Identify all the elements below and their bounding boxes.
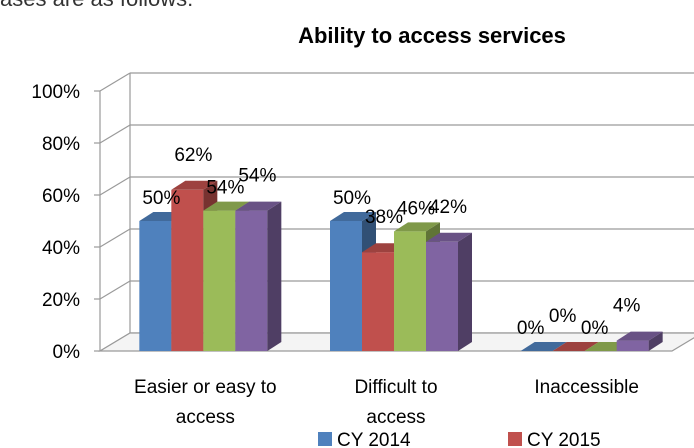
bar [520, 342, 567, 351]
data-label: 46% [397, 198, 435, 219]
data-label: 38% [365, 207, 403, 228]
data-label: 0% [517, 318, 545, 339]
gridline-side [99, 176, 131, 196]
x-tick-label: access [176, 407, 235, 428]
y-tick-label: 20% [42, 290, 80, 311]
chart-labels: 0% 20% 40% 60% 80% 100% 50% 62% 54%54% Easier or … [31, 82, 640, 428]
y-tick-label: 0% [53, 342, 81, 363]
bar [616, 331, 663, 351]
bar [235, 201, 282, 351]
bar-top [203, 201, 250, 211]
x-tick-label: Difficult to [354, 377, 437, 398]
bar-top [552, 342, 599, 351]
y-tick-label: 40% [42, 238, 80, 259]
legend-label: CY 2015 [527, 430, 601, 448]
bar-front [426, 241, 458, 351]
bar-front [362, 252, 394, 351]
bar-front [171, 189, 204, 351]
chart-title: Ability to access services [298, 23, 566, 48]
data-label: 50% [142, 188, 180, 209]
y-tick-label: 80% [42, 134, 80, 155]
bar-front [139, 221, 172, 351]
data-label: 62% [174, 145, 212, 166]
data-label: 50% [333, 188, 371, 209]
data-label: 4% [613, 296, 641, 317]
chart-bars [139, 180, 663, 351]
bar [552, 342, 599, 351]
bar-front [616, 340, 649, 351]
x-tick-label: access [366, 407, 425, 428]
data-label: 54% [238, 166, 276, 187]
bar-top [616, 331, 663, 341]
x-tick-label: Easier or easy to [134, 377, 277, 398]
data-label: 0% [581, 318, 609, 339]
bar-front [235, 210, 268, 351]
page-intro-text: ases are as follows: [0, 0, 193, 12]
gridline-side [99, 280, 131, 300]
bar-front [330, 221, 362, 351]
bar-side [267, 201, 282, 351]
bar-top [330, 212, 376, 221]
bar-top [426, 232, 472, 242]
data-label: 42% [429, 197, 467, 218]
bar-top [394, 222, 440, 232]
bar-top [235, 201, 282, 211]
gridline-side [99, 228, 131, 248]
bar [426, 232, 472, 351]
y-tick-label: 100% [31, 82, 80, 103]
bar-front [203, 210, 236, 351]
y-tick-label: 60% [42, 186, 80, 207]
x-tick-label: Inaccessible [534, 377, 639, 398]
bar-front [394, 231, 426, 351]
gridline-side [99, 124, 131, 144]
bar-side [458, 232, 472, 351]
legend-swatch [318, 432, 332, 446]
data-label: 54% [206, 178, 244, 199]
legend-swatch [508, 432, 522, 446]
bar-side [648, 331, 663, 351]
gridline-side [99, 72, 131, 92]
legend-label: CY 2014 [337, 430, 411, 448]
chart-legend: CY 2014 CY 2015 [318, 430, 601, 448]
bar-top [171, 180, 218, 190]
bar-top [520, 342, 567, 351]
data-label: 0% [549, 306, 577, 327]
